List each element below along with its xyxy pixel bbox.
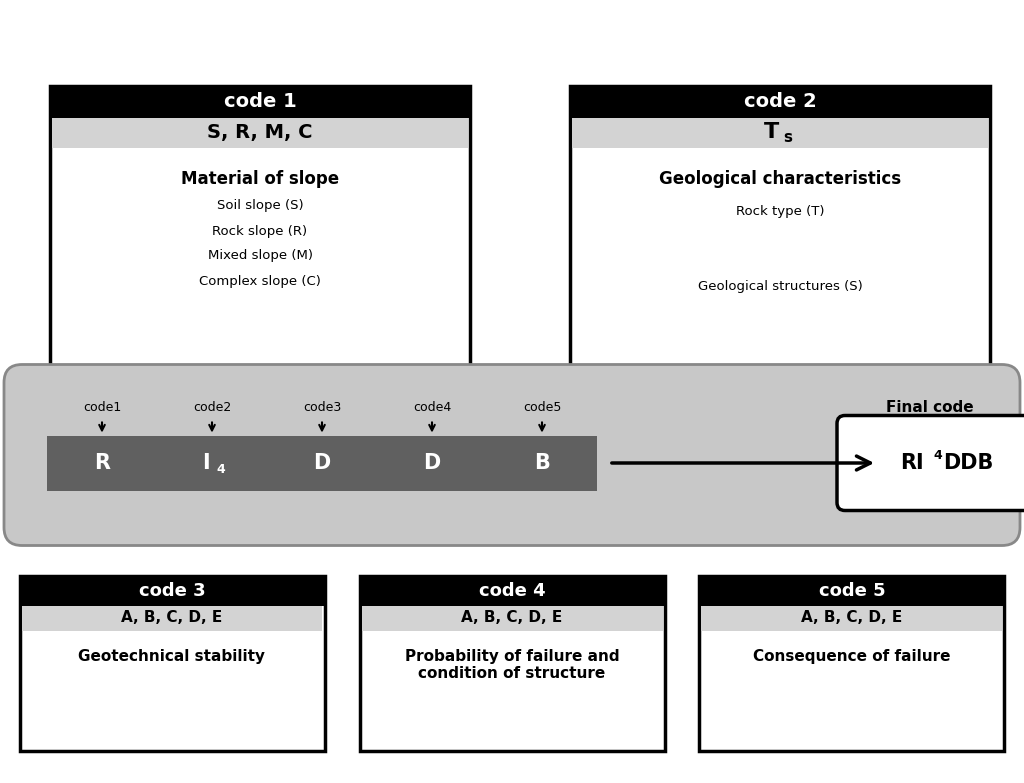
FancyBboxPatch shape (359, 576, 665, 750)
FancyBboxPatch shape (50, 85, 470, 117)
Text: DDB: DDB (943, 453, 993, 473)
Text: A, B, C, D, E: A, B, C, D, E (122, 611, 222, 626)
FancyBboxPatch shape (47, 435, 597, 490)
FancyBboxPatch shape (570, 85, 990, 117)
Text: code2: code2 (193, 401, 231, 414)
Text: 4: 4 (217, 463, 225, 475)
Text: code5: code5 (523, 401, 561, 414)
Text: A, B, C, D, E: A, B, C, D, E (462, 611, 562, 626)
FancyBboxPatch shape (361, 605, 663, 630)
Text: RI: RI (900, 453, 924, 473)
FancyBboxPatch shape (572, 117, 988, 147)
FancyBboxPatch shape (837, 416, 1024, 511)
FancyBboxPatch shape (52, 117, 468, 147)
Text: Consequence of failure: Consequence of failure (754, 648, 950, 663)
Text: code 4: code 4 (478, 582, 546, 600)
Text: code4: code4 (413, 401, 452, 414)
Text: D: D (423, 453, 440, 473)
Text: code 2: code 2 (743, 92, 816, 111)
FancyBboxPatch shape (359, 576, 665, 605)
Text: Geological characteristics: Geological characteristics (658, 169, 901, 187)
FancyBboxPatch shape (50, 85, 470, 381)
Text: Soil slope (S): Soil slope (S) (217, 200, 303, 212)
Text: Final code: Final code (886, 400, 974, 415)
Text: R: R (94, 453, 110, 473)
Text: Material of slope: Material of slope (181, 169, 339, 187)
Text: Rock slope (R): Rock slope (R) (212, 225, 307, 237)
Text: Probability of failure and
condition of structure: Probability of failure and condition of … (404, 648, 620, 681)
Text: T: T (764, 122, 779, 143)
FancyBboxPatch shape (19, 576, 325, 605)
Text: Mixed slope (M): Mixed slope (M) (208, 250, 312, 262)
Text: Complex slope (C): Complex slope (C) (199, 275, 321, 287)
Text: code1: code1 (83, 401, 121, 414)
Text: D: D (313, 453, 331, 473)
Text: Geotechnical stability: Geotechnical stability (79, 648, 265, 663)
FancyBboxPatch shape (699, 576, 1005, 605)
Text: code 5: code 5 (818, 582, 886, 600)
Text: S, R, M, C: S, R, M, C (207, 123, 312, 142)
FancyBboxPatch shape (19, 576, 325, 750)
Text: Geological structures (S): Geological structures (S) (697, 280, 862, 294)
Text: Rock type (T): Rock type (T) (736, 204, 824, 218)
Text: A, B, C, D, E: A, B, C, D, E (802, 611, 902, 626)
Text: code 1: code 1 (223, 92, 296, 111)
Text: code 3: code 3 (138, 582, 206, 600)
Text: code3: code3 (303, 401, 341, 414)
Text: B: B (535, 453, 550, 473)
FancyBboxPatch shape (701, 605, 1002, 630)
FancyBboxPatch shape (4, 365, 1020, 546)
Text: s: s (783, 131, 793, 146)
Text: 4: 4 (934, 449, 942, 462)
FancyBboxPatch shape (22, 605, 323, 630)
FancyBboxPatch shape (699, 576, 1005, 750)
FancyBboxPatch shape (570, 85, 990, 381)
Text: I: I (202, 453, 210, 473)
